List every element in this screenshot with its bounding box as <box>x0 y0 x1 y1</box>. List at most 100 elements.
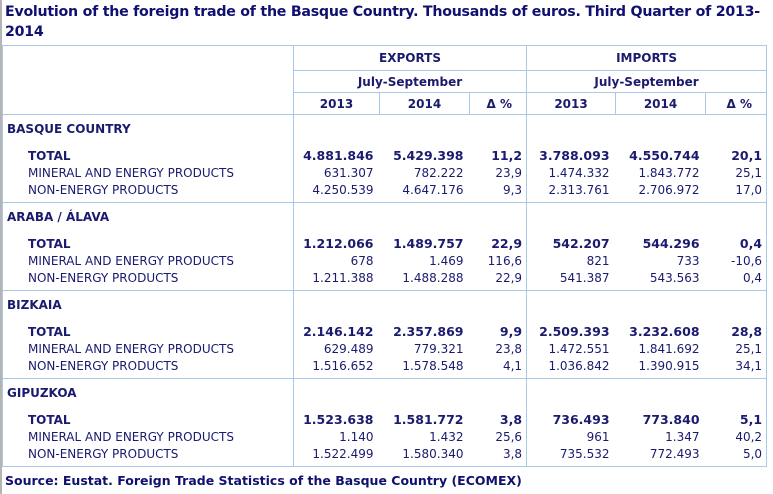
header-imports-2014: 2014 <box>615 92 707 115</box>
region-row: GIPUZKOA <box>2 378 768 406</box>
cell-imports-2013: 1.472.551 <box>526 339 616 359</box>
empty-cell <box>526 290 616 318</box>
row-label: TOTAL <box>2 406 294 427</box>
empty-cell <box>526 114 616 142</box>
empty-cell <box>469 202 528 230</box>
foreign-trade-table: EXPORTS IMPORTS July-September July-Sept… <box>2 45 768 467</box>
region-row: ARABA / ÁLAVA <box>2 202 768 230</box>
total-row: TOTAL 2.146.142 2.357.869 9,9 2.509.393 3.232… <box>2 318 768 339</box>
cell-exports-2014: 1.432 <box>429 430 464 444</box>
empty-cell <box>615 290 706 318</box>
header-exports: EXPORTS <box>292 45 528 71</box>
cell-imports-delta: -10,6 <box>705 251 768 271</box>
empty-cell <box>293 202 380 230</box>
empty-cell <box>705 202 768 230</box>
cell-imports-delta: 17,0 <box>705 183 768 203</box>
row-label: NON-ENERGY PRODUCTS <box>2 447 294 467</box>
empty-cell <box>293 378 380 406</box>
header-exports-period: July-September <box>292 70 528 93</box>
row-label: NON-ENERGY PRODUCTS <box>2 271 294 291</box>
empty-cell <box>615 202 706 230</box>
cell-imports-2014: 772.493 <box>615 447 706 467</box>
cell-exports-2013: 631.307 <box>293 163 380 183</box>
cell-exports-2013: 1.212.066 <box>293 230 380 251</box>
cell-imports-2013: 821 <box>526 251 616 271</box>
cell-exports-delta: 9,3 <box>469 183 528 203</box>
cell-imports-2013: 735.532 <box>526 447 616 467</box>
empty-cell <box>469 378 528 406</box>
cell-exports-2013: 2.146.142 <box>293 318 380 339</box>
table-row: MINERAL AND ENERGY PRODUCTS 678 1.469 116,6… <box>2 251 768 271</box>
table-row: NON-ENERGY PRODUCTS 1.211.388 1.488.288 22,… <box>2 271 768 291</box>
cell-exports-delta: 22,9 <box>469 271 528 291</box>
total-row: TOTAL 1.212.066 1.489.757 22,9 542.207 544.29… <box>2 230 768 251</box>
region-title: BASQUE COUNTRY <box>2 114 294 142</box>
cell-exports-2014: 4.647.176 <box>379 183 470 203</box>
cell-imports-delta: 34,1 <box>705 359 768 379</box>
cell-imports-delta: 40,2 <box>705 427 768 447</box>
empty-cell <box>379 114 470 142</box>
cell-imports-2014: 773.840 <box>642 412 700 427</box>
empty-cell <box>293 114 380 142</box>
table-body: BASQUE COUNTRY TOTAL 4.881.846 5.429.398 11,… <box>2 114 768 467</box>
cell-exports-delta: 23,9 <box>469 163 528 183</box>
cell-exports-2013: 4.250.539 <box>293 183 380 203</box>
row-label: MINERAL AND ENERGY PRODUCTS <box>2 339 294 359</box>
source-note: Source: Eustat. Foreign Trade Statistics… <box>5 473 522 488</box>
cell-exports-delta: 23,8 <box>469 339 528 359</box>
table-row: MINERAL AND ENERGY PRODUCTS 631.307 782.22… <box>2 163 768 183</box>
cell-exports-2014: 1.488.288 <box>379 271 470 291</box>
cell-exports-2013: 1.516.652 <box>293 359 380 379</box>
empty-cell <box>293 290 380 318</box>
empty-cell <box>379 378 470 406</box>
total-row: TOTAL 1.523.638 1.581.772 3,8 736.493 773.840… <box>2 406 768 427</box>
header-exports-2014: 2014 <box>379 92 470 115</box>
cell-imports-2014: 3.232.608 <box>629 324 700 339</box>
region-title: BIZKAIA <box>2 290 294 318</box>
row-label: TOTAL <box>2 318 294 339</box>
region-row: BIZKAIA <box>2 290 768 318</box>
cell-imports-2013: 541.387 <box>526 271 616 291</box>
empty-cell <box>379 290 470 318</box>
empty-cell <box>705 114 768 142</box>
cell-exports-2013: 4.881.846 <box>293 142 380 163</box>
cell-exports-2014: 1.578.548 <box>379 359 470 379</box>
row-label: MINERAL AND ENERGY PRODUCTS <box>2 251 294 271</box>
empty-cell <box>615 378 706 406</box>
cell-imports-2014: 544.296 <box>642 236 700 251</box>
row-label: NON-ENERGY PRODUCTS <box>2 359 294 379</box>
page-left-edge <box>0 0 2 494</box>
cell-imports-2013: 542.207 <box>526 230 616 251</box>
row-label: MINERAL AND ENERGY PRODUCTS <box>2 427 294 447</box>
cell-exports-2014: 1.469 <box>429 254 464 268</box>
cell-exports-delta: 25,6 <box>469 427 528 447</box>
row-label: MINERAL AND ENERGY PRODUCTS <box>2 163 294 183</box>
cell-exports-delta: 3,8 <box>469 447 528 467</box>
cell-exports-delta: 9,9 <box>469 318 528 339</box>
empty-cell <box>469 114 528 142</box>
empty-cell <box>469 290 528 318</box>
cell-exports-2013: 678 <box>293 251 380 271</box>
empty-cell <box>526 378 616 406</box>
cell-exports-2014: 1.489.757 <box>393 236 464 251</box>
cell-imports-2013: 1.036.842 <box>526 359 616 379</box>
cell-exports-delta: 4,1 <box>469 359 528 379</box>
cell-imports-delta: 25,1 <box>705 163 768 183</box>
cell-imports-2013: 2.313.761 <box>526 183 616 203</box>
cell-imports-2014: 733 <box>676 254 700 268</box>
cell-imports-delta: 5,1 <box>705 406 768 427</box>
header-blank-cell <box>2 45 294 115</box>
page-title: Evolution of the foreign trade of the Ba… <box>5 4 760 40</box>
cell-exports-2013: 1.523.638 <box>293 406 380 427</box>
cell-imports-delta: 0,4 <box>705 271 768 291</box>
cell-exports-2013: 1.211.388 <box>293 271 380 291</box>
region-title: ARABA / ÁLAVA <box>2 202 294 230</box>
cell-imports-2014: 1.841.692 <box>638 342 700 356</box>
row-label: NON-ENERGY PRODUCTS <box>2 183 294 203</box>
header-exports-2013: 2013 <box>293 92 380 115</box>
cell-exports-delta: 11,2 <box>469 142 528 163</box>
cell-imports-2014: 1.843.772 <box>638 166 700 180</box>
empty-cell <box>379 202 470 230</box>
cell-imports-delta: 20,1 <box>705 142 768 163</box>
cell-imports-delta: 25,1 <box>705 339 768 359</box>
